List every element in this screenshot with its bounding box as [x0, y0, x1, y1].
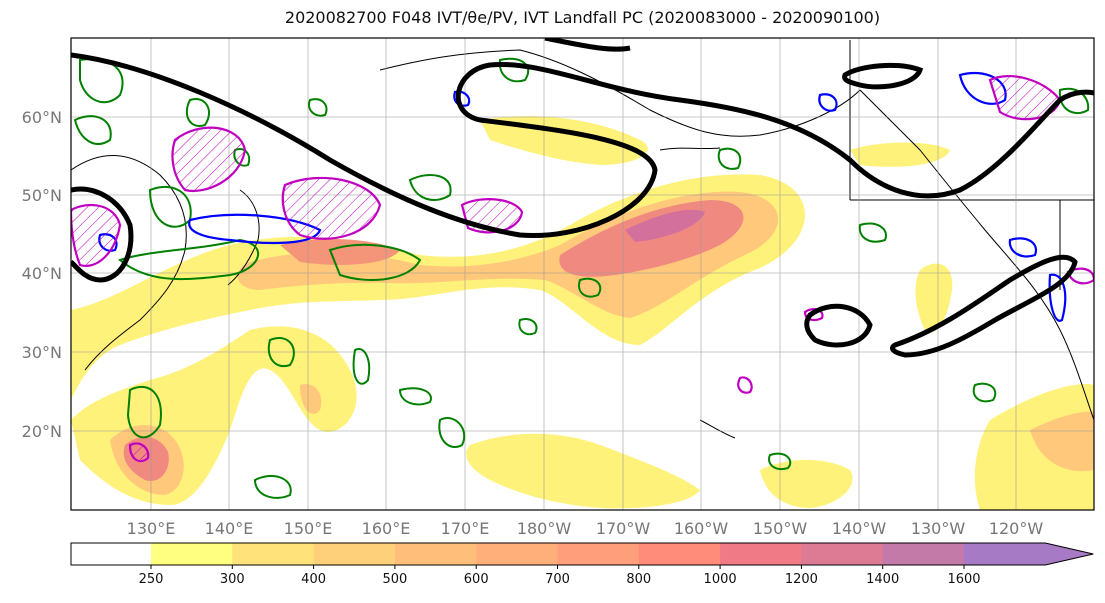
colorbar-under-segment: [71, 543, 151, 565]
lon-label: 140°E: [205, 519, 254, 538]
lon-label: 150°E: [284, 519, 333, 538]
map-title: 2020082700 F048 IVT/θe/PV, IVT Landfall …: [284, 8, 881, 27]
lat-label: 20°N: [22, 422, 62, 441]
lat-label: 60°N: [22, 108, 62, 127]
lon-label: 120°W: [989, 519, 1044, 538]
map-content: [71, 38, 1094, 510]
colorbar-tick-label: 400: [301, 572, 326, 587]
map-frame: [70, 37, 1095, 511]
colorbar-segment: [313, 543, 396, 565]
colorbar-segment: [964, 543, 1094, 565]
lat-label: 30°N: [22, 343, 62, 362]
landfall-pc-contours: [71, 38, 1094, 358]
colorbar-tick-label: 600: [464, 572, 489, 587]
colorbar-segment: [882, 543, 965, 565]
longitude-labels: 130°E 140°E 150°E 160°E 170°E 180°W 170°…: [127, 519, 1044, 538]
lon-label: 130°W: [911, 519, 966, 538]
ivt-shading: [71, 116, 1094, 510]
lon-label: 130°E: [127, 519, 176, 538]
lat-label: 40°N: [22, 264, 62, 283]
colorbar-tick-label: 800: [626, 572, 651, 587]
colorbar-segment: [720, 543, 802, 565]
colorbar-segment: [232, 543, 315, 565]
colorbar-segment: [557, 543, 640, 565]
lon-label: 170°W: [596, 519, 651, 538]
lat-label: 50°N: [22, 186, 62, 205]
colorbar-segment: [476, 543, 558, 565]
gridlines: [71, 38, 1094, 510]
lon-label: 150°W: [753, 519, 808, 538]
colorbar-tick-label: 250: [139, 572, 164, 587]
latitude-labels: 60°N 50°N 40°N 30°N 20°N: [22, 108, 62, 441]
colorbar-tick-label: 500: [382, 572, 407, 587]
colorbar-tick-label: 1400: [866, 572, 899, 587]
lon-label: 160°E: [362, 519, 411, 538]
colorbar-outline: [70, 542, 1094, 566]
lon-label: 160°W: [674, 519, 729, 538]
colorbar-tick-label: 300: [220, 572, 245, 587]
colorbar: 250 300 400 500 600 700 800 1000 1200 1400 1600: [70, 542, 1094, 587]
lon-label: 180°W: [517, 519, 572, 538]
colorbar-segment: [151, 543, 233, 565]
colorbar-tick-label: 1200: [785, 572, 818, 587]
colorbar-tick-label: 1000: [704, 572, 737, 587]
colorbar-tick-label: 1600: [947, 572, 980, 587]
lon-label: 170°E: [441, 519, 490, 538]
colorbar-segment: [394, 543, 477, 565]
colorbar-segment: [638, 543, 721, 565]
colorbar-segment: [801, 543, 884, 565]
pv-magenta-contours: [71, 75, 1094, 463]
colorbar-tick-label: 700: [545, 572, 570, 587]
lon-label: 140°W: [832, 519, 887, 538]
